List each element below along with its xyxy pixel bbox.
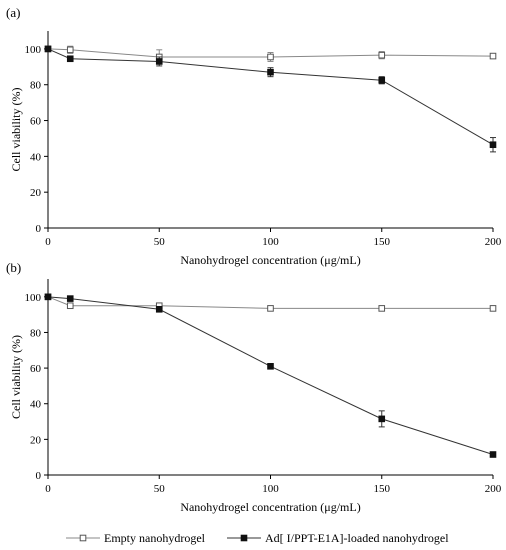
x-tick-label: 50 <box>154 483 166 495</box>
series-loaded <box>44 45 497 153</box>
data-point <box>44 293 52 301</box>
legend-label: Empty nanohydrogel <box>104 531 206 545</box>
y-tick-label: 80 <box>30 80 42 92</box>
data-point <box>489 305 497 312</box>
y-axis-title: Cell viability (%) <box>9 335 23 419</box>
data-point <box>378 305 386 312</box>
data-point <box>378 76 386 84</box>
data-point <box>66 55 74 63</box>
y-tick-label: 60 <box>30 116 42 128</box>
y-tick-label: 100 <box>25 292 42 304</box>
data-point <box>44 45 52 53</box>
y-axis-title: Cell viability (%) <box>9 88 23 172</box>
x-tick-label: 100 <box>262 236 279 248</box>
x-axis-title: Nanohydrogel concentration (μg/mL) <box>180 500 360 514</box>
panel-a: (a) 0 20 40 60 80 100 0 50 100 150 200 Nanohydrogel … <box>6 5 502 267</box>
x-tick-label: 50 <box>154 236 166 248</box>
x-tick-label: 0 <box>45 236 51 248</box>
x-tick-label: 0 <box>45 483 51 495</box>
data-point <box>267 305 274 312</box>
series-empty <box>44 293 497 312</box>
x-tick-label: 200 <box>485 483 502 495</box>
data-point <box>267 363 274 370</box>
y-tick-label: 100 <box>25 44 42 56</box>
legend-marker <box>240 534 248 542</box>
y-tick-label: 60 <box>30 363 42 375</box>
series-empty <box>44 45 497 65</box>
y-tick-label: 20 <box>30 187 42 199</box>
series-line <box>47 48 494 146</box>
data-point <box>155 305 163 313</box>
data-point <box>489 451 497 458</box>
x-tick-label: 200 <box>485 236 502 248</box>
panel-b: (b) 0 20 40 60 80 100 0 50 100 150 200 Nanohydrogel … <box>6 260 502 514</box>
legend-label: Ad[ I/PPT-E1A]-loaded nanohydrogel <box>265 531 449 545</box>
x-tick-label: 150 <box>374 236 391 248</box>
series-line <box>47 296 494 455</box>
y-tick-label: 0 <box>36 223 42 235</box>
y-tick-label: 0 <box>36 470 42 482</box>
data-point <box>267 53 274 61</box>
data-point <box>378 51 386 59</box>
series-line <box>47 296 493 309</box>
x-axis-title: Nanohydrogel concentration (μg/mL) <box>180 253 360 267</box>
legend-marker <box>79 534 87 542</box>
data-point <box>66 46 74 54</box>
y-tick-label: 80 <box>30 327 42 339</box>
data-point <box>378 415 386 423</box>
legend-item-loaded: Ad[ I/PPT-E1A]-loaded nanohydrogel <box>227 531 449 545</box>
series-loaded <box>44 293 497 458</box>
series-line <box>47 48 494 58</box>
legend: Empty nanohydrogel Ad[ I/PPT-E1A]-loaded … <box>66 531 449 545</box>
data-point <box>267 68 274 76</box>
panel-label: (a) <box>6 5 20 20</box>
y-tick-label: 40 <box>30 151 42 163</box>
legend-item-empty: Empty nanohydrogel <box>66 531 206 545</box>
data-point <box>489 52 497 60</box>
panel-label: (b) <box>6 260 21 275</box>
y-tick-label: 40 <box>30 399 42 411</box>
data-point <box>489 141 497 149</box>
data-point <box>66 295 74 302</box>
y-tick-label: 20 <box>30 434 42 446</box>
x-tick-label: 100 <box>262 483 279 495</box>
x-tick-label: 150 <box>374 483 391 495</box>
data-point <box>66 302 74 310</box>
data-point <box>155 58 163 65</box>
